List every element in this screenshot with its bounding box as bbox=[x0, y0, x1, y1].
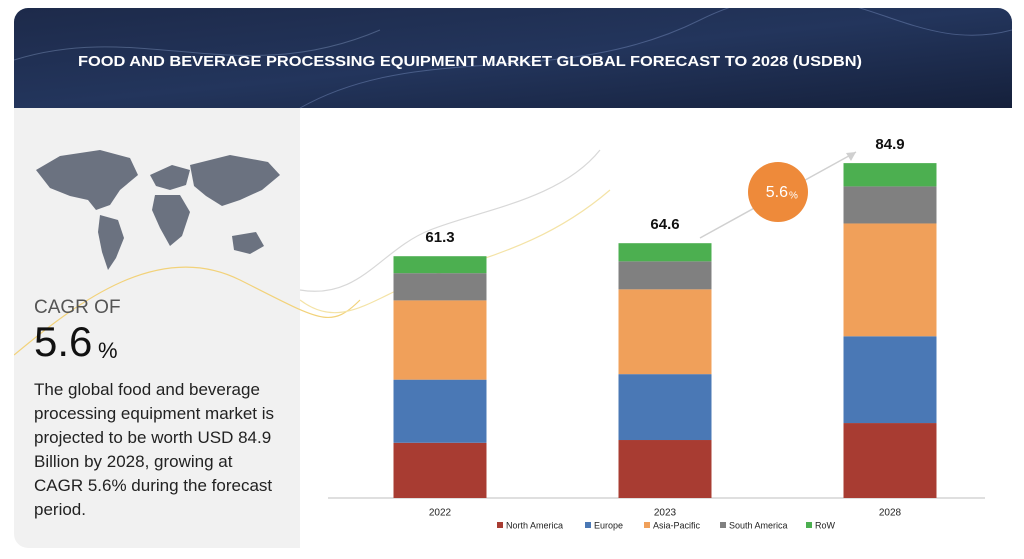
world-map bbox=[36, 150, 280, 270]
bar-segment bbox=[618, 374, 712, 441]
bar-segment bbox=[843, 423, 937, 498]
bar-segment bbox=[393, 300, 487, 380]
bar-segment bbox=[618, 440, 712, 498]
bar-segment bbox=[618, 289, 712, 375]
bar-segment bbox=[843, 163, 937, 187]
banner-decor bbox=[14, 29, 381, 61]
total-label: 64.6 bbox=[650, 216, 679, 233]
legend-label: Europe bbox=[594, 520, 623, 530]
legend-swatch bbox=[806, 522, 812, 528]
legend-label: North America bbox=[506, 520, 563, 530]
bar-segment bbox=[393, 379, 487, 443]
banner bbox=[14, 8, 1012, 108]
bar-segment bbox=[843, 223, 937, 337]
bar-segment bbox=[843, 336, 937, 424]
bar-segment bbox=[393, 442, 487, 498]
legend-swatch bbox=[585, 522, 591, 528]
bar-segment bbox=[618, 261, 712, 290]
total-label: 84.9 bbox=[875, 136, 904, 153]
legend-swatch bbox=[644, 522, 650, 528]
cagr-label: CAGR OF bbox=[34, 297, 121, 318]
bar-segment bbox=[393, 256, 487, 274]
bar-segment bbox=[843, 186, 937, 224]
legend-label: South America bbox=[729, 520, 788, 530]
legend-label: RoW bbox=[815, 520, 836, 530]
banner-title: FOOD AND BEVERAGE PROCESSING EQUIPMENT M… bbox=[78, 53, 862, 70]
decor-curve bbox=[14, 266, 361, 356]
total-label: 61.3 bbox=[425, 229, 454, 246]
decor-curve bbox=[299, 149, 601, 292]
bar-segment bbox=[393, 273, 487, 301]
growth-arrowhead bbox=[846, 152, 856, 161]
legend-swatch bbox=[720, 522, 726, 528]
legend-label: Asia-Pacific bbox=[653, 520, 701, 530]
badge-unit: % bbox=[789, 191, 798, 202]
banner-decor bbox=[299, 8, 1012, 109]
legend-swatch bbox=[497, 522, 503, 528]
x-tick-label: 2022 bbox=[429, 508, 452, 519]
cagr-badge bbox=[748, 162, 808, 222]
description: The global food and beverage processing … bbox=[34, 380, 275, 519]
cagr-value: 5.6 bbox=[34, 318, 92, 365]
badge-value: 5.6 bbox=[766, 184, 788, 201]
bar-segment bbox=[618, 243, 712, 262]
x-tick-label: 2023 bbox=[654, 508, 677, 519]
x-tick-label: 2028 bbox=[879, 508, 902, 519]
cagr-unit: % bbox=[98, 338, 118, 363]
